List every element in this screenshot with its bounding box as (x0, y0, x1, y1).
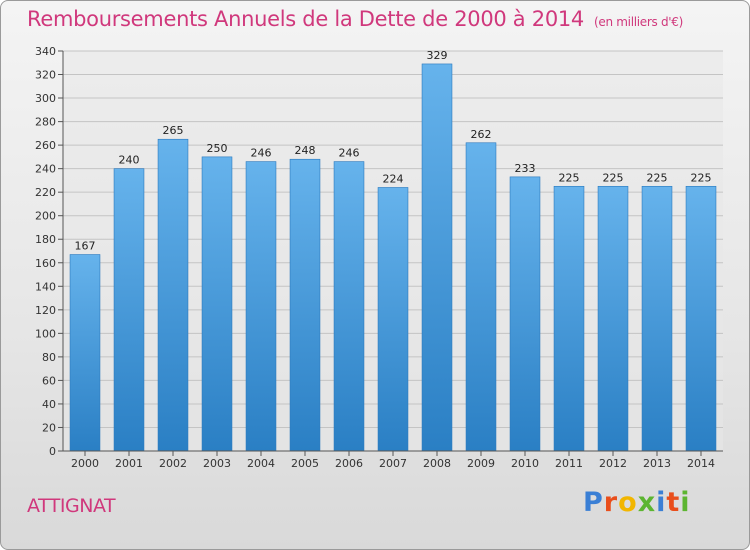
y-tick-label: 200 (35, 210, 56, 223)
bar-2008 (421, 63, 453, 452)
brand-letter: x (637, 487, 657, 518)
bar-2013 (641, 185, 673, 452)
bar-value-label: 246 (339, 147, 360, 160)
bar-value-label: 265 (163, 124, 184, 137)
bar-value-label: 225 (647, 171, 668, 184)
y-tick-label: 220 (35, 186, 56, 199)
bar-value-label: 329 (427, 49, 448, 62)
bar-2011 (553, 185, 585, 452)
bar-value-label: 250 (207, 142, 228, 155)
bar-2000 (69, 254, 101, 452)
x-axis: 2000 2001 2002 2003 2004 2005 2006 2007 2008 2009… (63, 450, 723, 470)
x-tick-label: 2001 (115, 457, 143, 470)
y-tick-label: 320 (35, 69, 56, 82)
bar-value-label: 225 (603, 171, 624, 184)
bar-2003 (201, 156, 233, 452)
bars: 167 240 265 250 246 248 246 224 329 262 233 225 225 2… (69, 49, 717, 452)
x-tick-label: 2006 (335, 457, 363, 470)
y-tick-label: 60 (42, 374, 56, 387)
y-tick-label: 340 (35, 45, 56, 58)
brand-letter: t (666, 487, 681, 518)
bar-2007 (377, 187, 409, 452)
y-axis: 0 20 40 60 80 100 120 140 160 180 200 220 240 260 280 3… (35, 45, 64, 458)
y-tick-label: 140 (35, 280, 56, 293)
bar-2009 (465, 142, 497, 452)
x-tick-label: 2000 (71, 457, 99, 470)
bar-2014 (685, 185, 717, 452)
x-tick-label: 2012 (599, 457, 627, 470)
y-tick-label: 0 (49, 445, 56, 458)
chart-subtitle: (en milliers d'€) (594, 15, 684, 29)
bar-value-label: 225 (691, 171, 712, 184)
chart-title-text: Remboursements Annuels de la Dette de 20… (27, 7, 584, 31)
brand-letter: r (603, 487, 619, 518)
y-tick-label: 100 (35, 327, 56, 340)
x-tick-label: 2009 (467, 457, 495, 470)
x-tick-label: 2004 (247, 457, 275, 470)
brand-letter: P (583, 487, 604, 518)
y-tick-label: 280 (35, 116, 56, 129)
bar-2004 (245, 161, 277, 452)
x-tick-label: 2003 (203, 457, 231, 470)
x-tick-label: 2014 (687, 457, 715, 470)
bar-value-label: 248 (295, 144, 316, 157)
x-tick-label: 2011 (555, 457, 583, 470)
x-tick-label: 2008 (423, 457, 451, 470)
bar-2005 (289, 158, 321, 452)
bar-2010 (509, 176, 541, 452)
bar-value-label: 224 (383, 172, 404, 185)
x-tick-label: 2002 (159, 457, 187, 470)
x-tick-label: 2007 (379, 457, 407, 470)
brand-letter: o (618, 487, 638, 518)
y-tick-label: 40 (42, 398, 56, 411)
y-tick-label: 80 (42, 351, 56, 364)
y-tick-label: 240 (35, 163, 56, 176)
x-tick-label: 2010 (511, 457, 539, 470)
proxiti-logo: Proxiti (583, 487, 691, 518)
brand-letter: i (680, 487, 691, 518)
y-tick-label: 180 (35, 233, 56, 246)
y-tick-label: 260 (35, 139, 56, 152)
bar-value-label: 167 (75, 240, 96, 253)
bar-2012 (597, 185, 629, 452)
bar-value-label: 233 (515, 162, 536, 175)
y-tick-label: 300 (35, 92, 56, 105)
bar-2006 (333, 161, 365, 452)
y-tick-label: 160 (35, 257, 56, 270)
y-tick-label: 120 (35, 304, 56, 317)
bar-value-label: 240 (119, 154, 140, 167)
x-tick-label: 2013 (643, 457, 671, 470)
bar-value-label: 246 (251, 147, 272, 160)
chart-title: Remboursements Annuels de la Dette de 20… (27, 7, 683, 31)
bar-value-label: 262 (471, 128, 492, 141)
bar-value-label: 225 (559, 171, 580, 184)
y-tick-label: 20 (42, 421, 56, 434)
x-tick-label: 2005 (291, 457, 319, 470)
bar-2002 (157, 138, 189, 452)
bar-2001 (113, 168, 145, 452)
city-name: ATTIGNAT (27, 495, 116, 517)
brand-letter: i (656, 487, 667, 518)
